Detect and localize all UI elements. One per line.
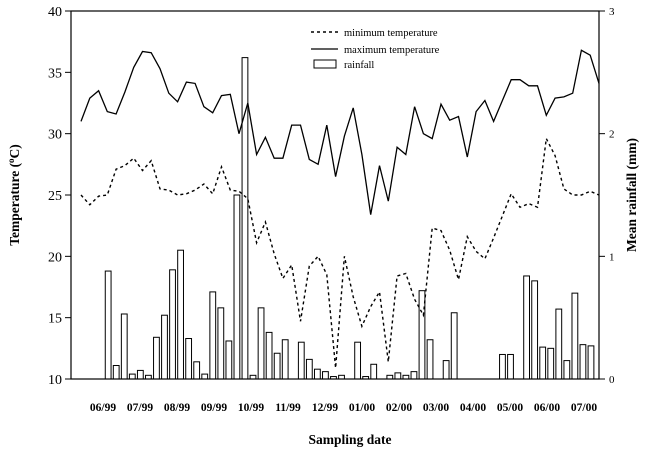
rainfall-bar	[305, 358, 313, 380]
y-right-tick-label: 0	[609, 374, 615, 386]
y-axis-right-label: Mean rainfall (mm)	[624, 138, 639, 252]
y-left-tick-label: 30	[48, 128, 62, 143]
rainfall-bar	[370, 363, 378, 380]
legend-rain-label: rainfall	[344, 60, 374, 71]
rainfall-bar	[281, 339, 289, 380]
x-tick-label: 01/00	[349, 402, 375, 414]
rainfall-bar	[209, 291, 217, 380]
x-tick-label: 10/99	[238, 402, 264, 414]
rainfall-bar	[555, 308, 563, 380]
rainfall-bar	[354, 341, 362, 380]
rainfall-bar	[225, 340, 233, 380]
rainfall-bar	[499, 353, 506, 380]
x-axis-label: Sampling date	[309, 432, 392, 447]
rainfall-bar	[153, 336, 160, 380]
rainfall-bar	[313, 368, 321, 380]
x-tick-label: 02/00	[386, 402, 412, 414]
minimum-temperature-line	[80, 136, 600, 369]
rainfall-bar	[233, 194, 241, 380]
rainfall-bar	[128, 373, 136, 380]
y-right-tick-label: 2	[609, 129, 615, 141]
ticks: 10 15 20 25 30 35 40 0 1 2 3 06/99 07/99 08/99 09/99 10…	[48, 5, 615, 414]
y-left-tick-label: 25	[48, 189, 62, 204]
rainfall-bar	[297, 341, 305, 380]
y-left-tick-label: 20	[48, 250, 62, 265]
x-tick-label: 04/00	[460, 402, 486, 414]
rainfall-bar	[273, 352, 281, 380]
rainfall-bar	[579, 344, 587, 380]
x-tick-label: 07/00	[571, 402, 597, 414]
legend-rain-swatch	[313, 59, 337, 69]
rainfall-bar	[112, 365, 120, 380]
rainfall-bar	[394, 372, 402, 380]
y-left-tick-label: 10	[48, 373, 62, 388]
y-right-tick-label: 3	[609, 6, 615, 18]
rainfall-bar	[185, 338, 193, 380]
rainfall-bar	[523, 275, 530, 380]
y-left-tick-label: 40	[48, 5, 62, 20]
x-tick-label: 09/99	[201, 402, 227, 414]
rainfall-bars	[104, 57, 595, 380]
rainfall-bar	[177, 249, 184, 380]
rainfall-bar	[104, 270, 112, 380]
y-right-tick-label: 1	[609, 251, 615, 263]
rainfall-bar	[571, 292, 579, 380]
legend-min-label: minimum temperature	[344, 28, 438, 39]
y-left-tick-label: 15	[48, 312, 62, 327]
x-tick-label: 11/99	[275, 402, 301, 414]
rainfall-bar	[120, 313, 128, 380]
rainfall-bar	[539, 346, 547, 380]
rainfall-bar	[418, 290, 426, 380]
rainfall-bar	[136, 369, 144, 380]
x-tick-label: 12/99	[312, 402, 338, 414]
rainfall-bar	[587, 345, 595, 380]
rainfall-bar	[442, 360, 450, 380]
rainfall-bar	[426, 339, 434, 380]
x-tick-label: 06/99	[90, 402, 116, 414]
x-tick-label: 07/99	[127, 402, 153, 414]
x-tick-label: 05/00	[497, 402, 523, 414]
rainfall-bar	[563, 360, 571, 380]
rainfall-bar	[531, 280, 539, 380]
y-axis-left-label: Temperature (oC)	[6, 144, 22, 246]
rainfall-bar	[201, 373, 209, 380]
legend-max-label: maximum temperature	[344, 45, 440, 56]
rainfall-bar	[217, 307, 225, 380]
rainfall-bar	[322, 371, 329, 380]
x-tick-label: 08/99	[164, 402, 190, 414]
rainfall-bar	[450, 312, 458, 380]
rainfall-bar	[169, 269, 176, 380]
rainfall-bar	[410, 371, 418, 380]
x-tick-label: 06/00	[534, 402, 560, 414]
x-tick-label: 03/00	[423, 402, 449, 414]
rainfall-bar	[161, 314, 168, 380]
rainfall-bar	[257, 307, 265, 380]
maximum-temperature-line	[80, 49, 600, 215]
rainfall-bar	[547, 347, 555, 380]
legend: minimum temperature maximum temperature …	[311, 28, 440, 71]
rainfall-bar	[193, 361, 201, 380]
y-left-tick-label: 35	[48, 66, 62, 81]
rainfall-bar	[265, 331, 273, 380]
rainfall-bar	[507, 353, 514, 380]
